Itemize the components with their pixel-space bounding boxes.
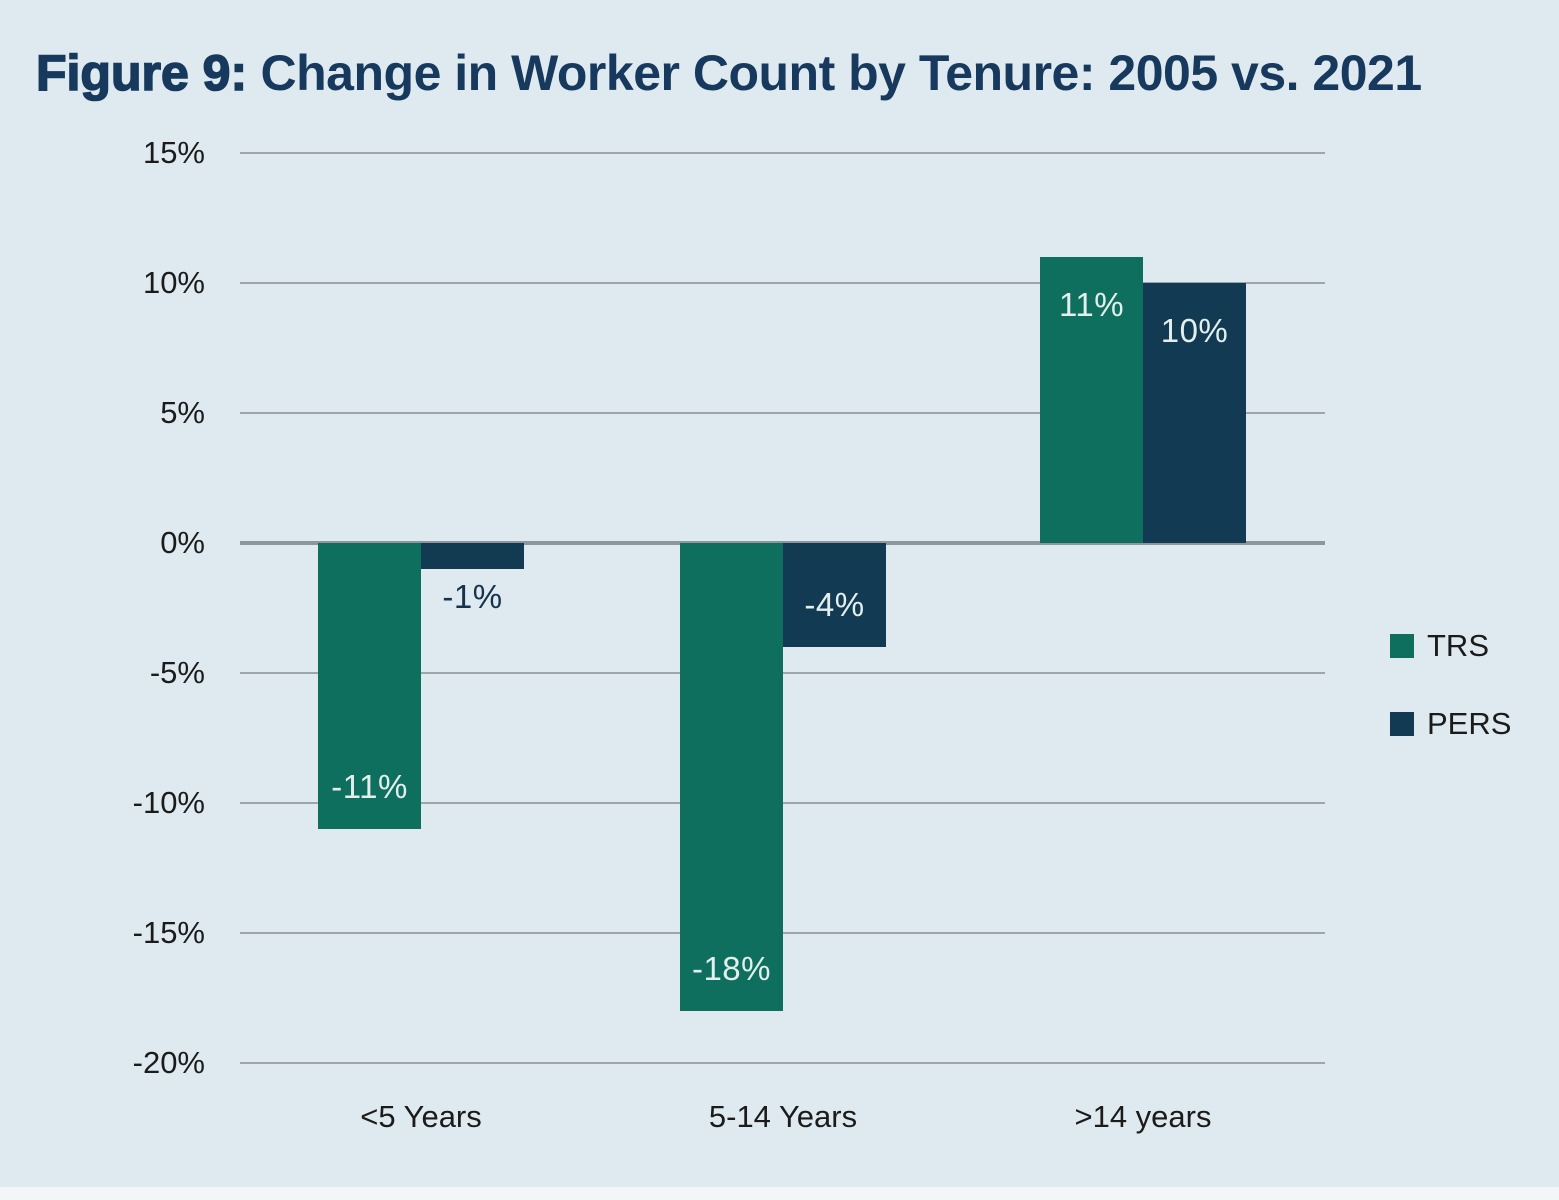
bar-value-label: -11% [331,768,408,805]
y-tick-label: 0% [160,525,205,560]
trs-legend-label: TRS [1427,628,1489,663]
trs-swatch [1390,634,1414,658]
legend-item-trs: TRS [1390,628,1511,664]
screenshot-bottom-edge [0,1187,1559,1200]
x-category-label: >14 years [1074,1099,1212,1134]
chart-title: Figure 9: Change in Worker Count by Tenu… [35,44,1546,102]
bar-value-label: -1% [442,578,503,615]
y-tick-label: -10% [132,785,205,820]
bar-pers-2 [1143,283,1246,543]
bar-value-label: 11% [1058,286,1125,323]
bar-pers-1 [783,543,886,647]
y-tick-label: 10% [142,265,205,300]
bar-value-label: 10% [1160,312,1229,349]
pers-swatch [1390,712,1414,736]
x-category-label: 5-14 Years [708,1099,858,1134]
gridline [240,152,1325,154]
legend: TRS PERS [1390,628,1511,742]
bar-trs-2 [1040,257,1143,543]
y-tick-label: -5% [149,655,205,690]
pers-legend-label: PERS [1427,706,1512,741]
bar-value-label: -18% [691,950,772,987]
bar-value-label: -4% [804,586,865,623]
x-category-label: <5 Years [360,1099,482,1134]
bar-pers-0 [421,543,524,569]
bar-trs-0 [318,543,421,829]
chart-title-prefix: Figure 9: [35,44,248,102]
y-tick-label: -15% [132,915,205,950]
chart-title-text: Change in Worker Count by Tenure: 2005 v… [247,45,1423,101]
gridline [240,412,1325,414]
gridline [240,282,1325,284]
legend-item-pers: PERS [1390,706,1511,742]
y-tick-label: 15% [142,135,205,170]
gridline [240,1062,1325,1064]
y-tick-label: 5% [160,395,205,430]
bar-trs-1 [680,543,783,1011]
y-tick-label: -20% [132,1045,205,1080]
